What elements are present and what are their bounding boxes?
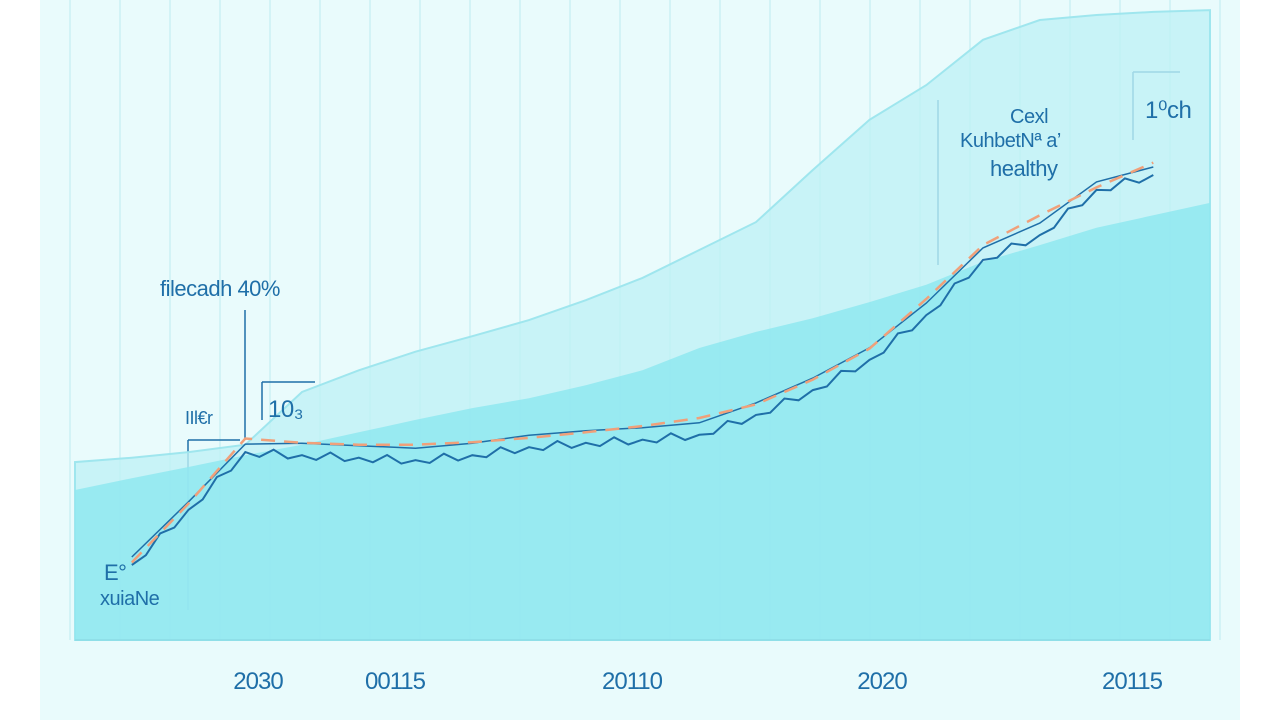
annotation-label: 10₃: [268, 396, 303, 423]
x-tick-label: 20115: [1102, 668, 1163, 695]
x-tick-label: 00115: [365, 668, 426, 695]
annotation-label: Cexl: [1010, 106, 1049, 128]
annotation-label: filecadh 40%: [160, 276, 280, 301]
annotation-label: KuhbetNª a’: [960, 130, 1061, 152]
line-series: [131, 174, 1154, 566]
annotation-label: IIl€r: [185, 408, 213, 428]
x-tick-label: 2020: [857, 668, 907, 695]
annotation-label: E°: [104, 560, 127, 585]
annotation-label: xuiaNe: [100, 588, 160, 610]
area-lower-series: [75, 202, 1210, 640]
x-tick-label: 20110: [602, 668, 663, 695]
x-tick-label: 2030: [233, 668, 283, 695]
annotation-label: healthy: [990, 156, 1058, 181]
annotation-label: 1⁰ch: [1145, 97, 1192, 124]
envelope-line: [131, 166, 1154, 558]
